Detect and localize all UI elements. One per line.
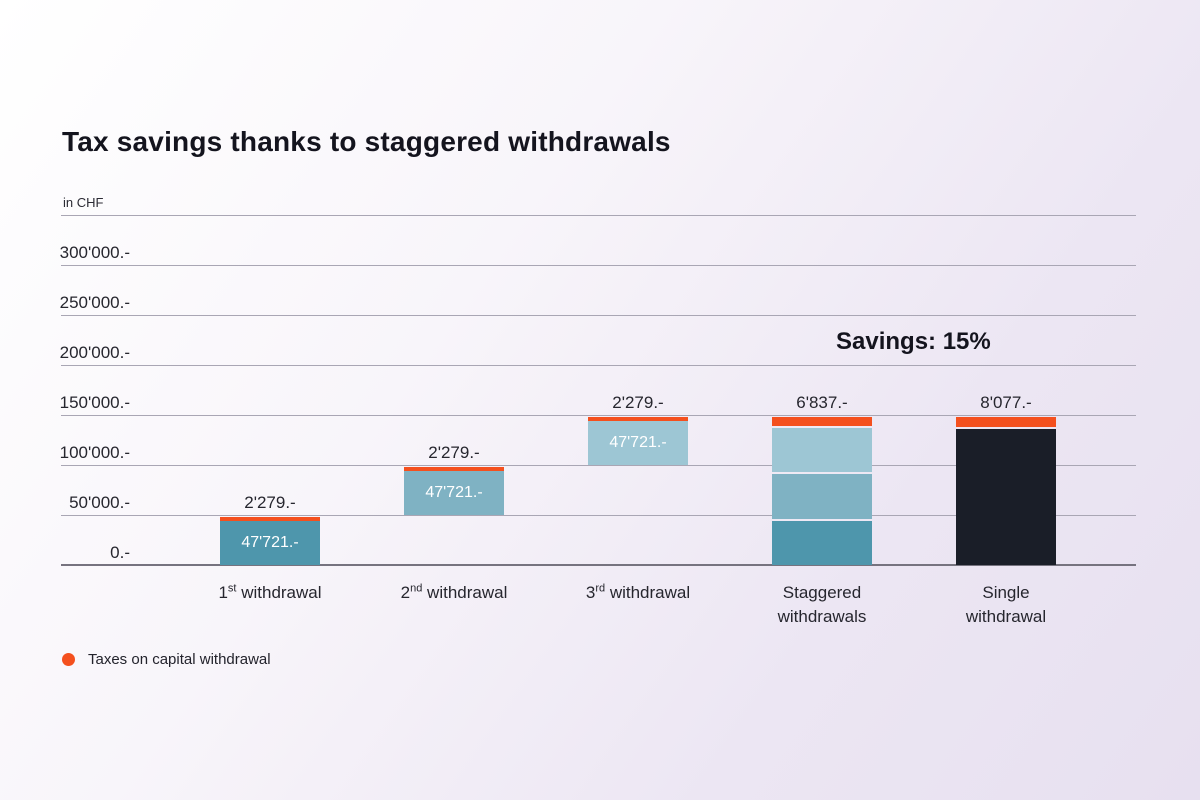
y-axis-unit-label: in CHF xyxy=(63,195,104,210)
x-label-line2: withdrawal xyxy=(965,607,1047,626)
bar-tax-value-label: 8'077.- xyxy=(980,393,1032,412)
x-label-2nd-withdrawal: 2nd withdrawal xyxy=(362,581,546,605)
y-tick-label: 250'000.- xyxy=(59,293,130,312)
gridline xyxy=(61,465,1136,466)
savings-annotation: Savings: 15% xyxy=(836,328,991,355)
bar-2nd-withdrawal-tax-segment xyxy=(404,467,504,471)
x-label-line1: Single xyxy=(982,583,1030,602)
bar-staggered-withdrawals-capital-segment xyxy=(772,428,872,473)
gridline xyxy=(61,315,1136,316)
x-label-ordinal-suffix: nd xyxy=(410,582,423,595)
y-tick-label: 50'000.- xyxy=(69,493,130,512)
x-label-single-withdrawal: Single withdrawal xyxy=(914,581,1098,629)
bar-single-withdrawal-tax-segment xyxy=(956,417,1056,427)
x-axis-baseline xyxy=(61,564,1136,566)
bar-staggered-withdrawals-capital-segment xyxy=(772,474,872,519)
gridline xyxy=(61,265,1136,266)
gridline xyxy=(61,215,1136,216)
x-label-1st-withdrawal: 1st withdrawal xyxy=(178,581,362,605)
bar-capital-value-label: 47'721.- xyxy=(241,534,299,551)
gridline xyxy=(61,365,1136,366)
gridline xyxy=(61,415,1136,416)
x-label-ordinal: 3 xyxy=(585,583,596,602)
bar-staggered-withdrawals-tax-segment xyxy=(772,417,872,426)
bar-1st-withdrawal-tax-segment xyxy=(220,517,320,521)
legend-label: Taxes on capital withdrawal xyxy=(88,651,271,668)
gridline xyxy=(61,515,1136,516)
x-label-ordinal-suffix: st xyxy=(227,582,237,595)
x-label-text: withdrawal xyxy=(422,583,508,602)
x-label-text: withdrawal xyxy=(236,583,322,602)
y-tick-label: 0.- xyxy=(110,543,130,562)
bar-1st-withdrawal-capital-segment: 47'721.- xyxy=(220,521,320,565)
bar-single-withdrawal-capital-segment xyxy=(956,429,1056,565)
bar-2nd-withdrawal-capital-segment: 47'721.- xyxy=(404,471,504,515)
legend-orange-dot-icon xyxy=(62,653,75,666)
x-label-text: withdrawal xyxy=(605,583,691,602)
bar-tax-value-label: 2'279.- xyxy=(612,393,664,412)
bar-3rd-withdrawal-capital-segment: 47'721.- xyxy=(588,421,688,465)
bar-capital-value-label: 47'721.- xyxy=(609,434,667,451)
x-label-ordinal: 1 xyxy=(218,583,228,602)
y-tick-label: 100'000.- xyxy=(59,443,130,462)
x-label-3rd-withdrawal: 3rd withdrawal xyxy=(546,581,730,605)
bar-capital-value-label: 47'721.- xyxy=(425,484,483,501)
bar-3rd-withdrawal-tax-segment xyxy=(588,417,688,421)
chart-title: Tax savings thanks to staggered withdraw… xyxy=(62,126,671,157)
y-tick-label: 200'000.- xyxy=(59,343,130,362)
bar-tax-value-label: 2'279.- xyxy=(428,443,480,462)
y-tick-label: 300'000.- xyxy=(59,243,130,262)
x-label-ordinal-suffix: rd xyxy=(595,582,606,595)
x-label-staggered-withdrawals: Staggered withdrawals xyxy=(730,581,914,629)
bar-staggered-withdrawals-capital-segment xyxy=(772,520,872,565)
bar-tax-value-label: 2'279.- xyxy=(244,493,296,512)
x-label-line2: withdrawals xyxy=(777,607,867,626)
bar-tax-value-label: 6'837.- xyxy=(796,393,848,412)
x-label-line1: Staggered xyxy=(782,583,862,602)
y-tick-label: 150'000.- xyxy=(59,393,130,412)
x-label-ordinal: 2 xyxy=(400,583,411,602)
